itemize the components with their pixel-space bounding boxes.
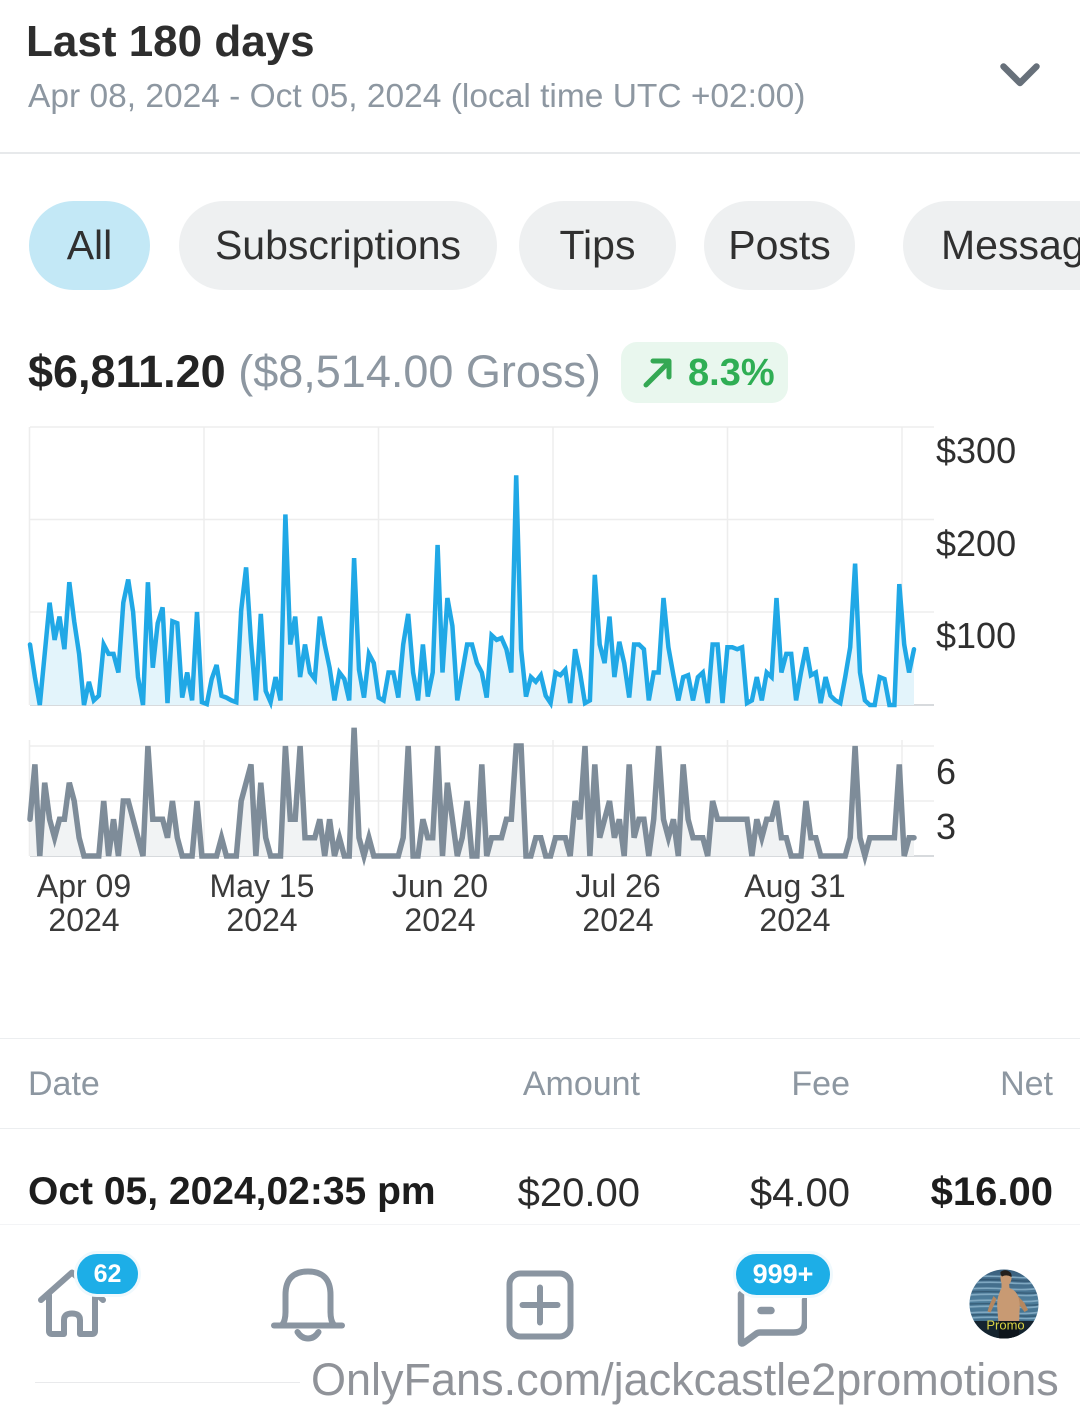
svg-text:Promo: Promo: [986, 1318, 1024, 1333]
